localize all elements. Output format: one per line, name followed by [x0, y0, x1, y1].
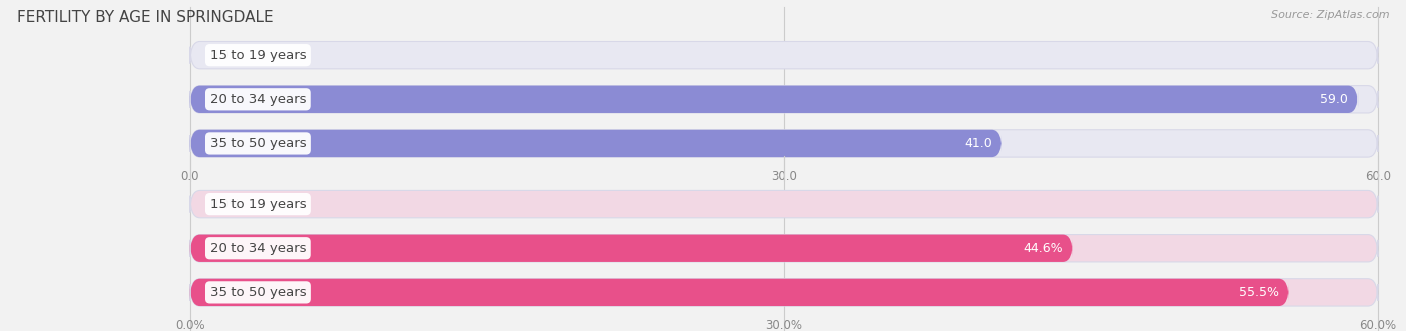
Text: 44.6%: 44.6%	[1024, 242, 1063, 255]
FancyBboxPatch shape	[190, 41, 1378, 69]
FancyBboxPatch shape	[190, 190, 1378, 218]
Text: 59.0: 59.0	[1320, 93, 1348, 106]
FancyBboxPatch shape	[190, 235, 1378, 262]
FancyBboxPatch shape	[190, 86, 1378, 113]
Text: 20 to 34 years: 20 to 34 years	[209, 242, 307, 255]
Text: 0.0: 0.0	[209, 49, 229, 62]
FancyBboxPatch shape	[190, 235, 1073, 262]
Text: 35 to 50 years: 35 to 50 years	[209, 286, 307, 299]
FancyBboxPatch shape	[190, 86, 1358, 113]
FancyBboxPatch shape	[190, 279, 1378, 306]
FancyBboxPatch shape	[190, 130, 1001, 157]
FancyBboxPatch shape	[190, 279, 1289, 306]
Text: Source: ZipAtlas.com: Source: ZipAtlas.com	[1271, 10, 1389, 20]
Text: 15 to 19 years: 15 to 19 years	[209, 49, 307, 62]
Text: 55.5%: 55.5%	[1239, 286, 1279, 299]
Text: 41.0: 41.0	[965, 137, 991, 150]
Text: 0.0%: 0.0%	[209, 198, 242, 211]
Text: 20 to 34 years: 20 to 34 years	[209, 93, 307, 106]
Text: 35 to 50 years: 35 to 50 years	[209, 137, 307, 150]
FancyBboxPatch shape	[190, 130, 1378, 157]
Text: FERTILITY BY AGE IN SPRINGDALE: FERTILITY BY AGE IN SPRINGDALE	[17, 10, 274, 25]
Text: 15 to 19 years: 15 to 19 years	[209, 198, 307, 211]
